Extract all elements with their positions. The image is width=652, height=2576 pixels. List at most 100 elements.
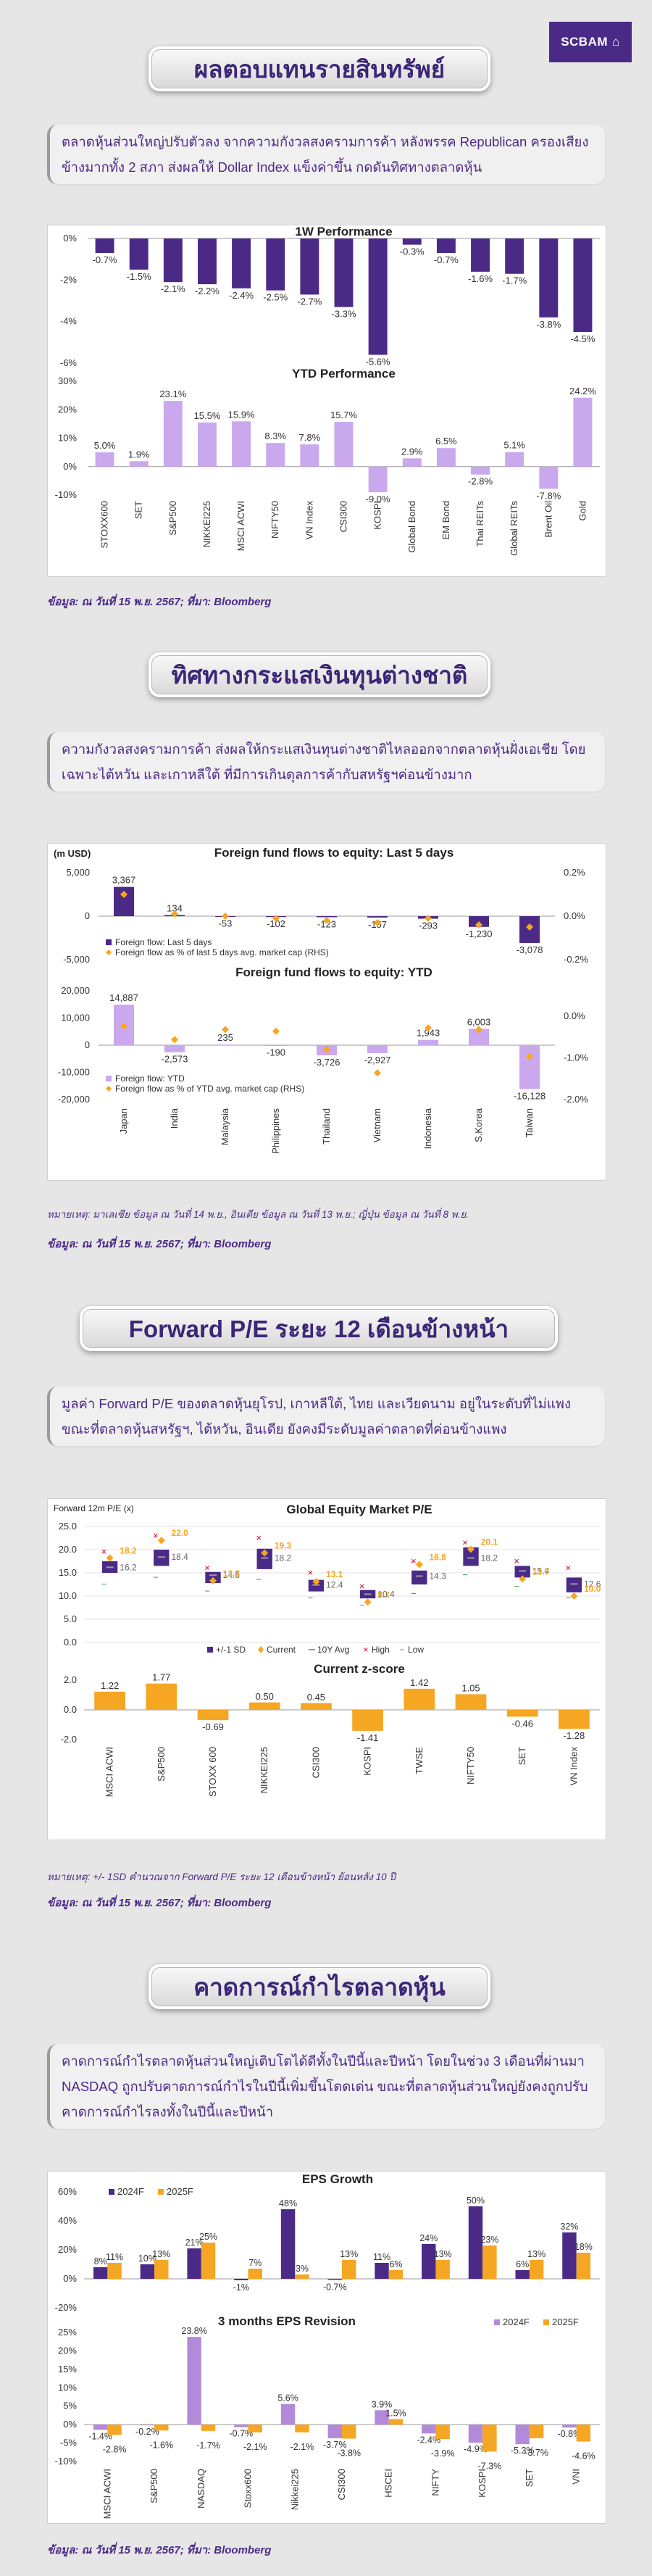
legend-swatch: × [363, 1645, 368, 1655]
data-label: -1.6% [468, 273, 493, 284]
bar-eps-2025F [107, 2263, 122, 2279]
bar-rev-2024F [280, 2403, 296, 2425]
data-label: 5.1% [503, 440, 525, 451]
bar-zscore [352, 1710, 383, 1731]
rhs-marker [425, 1024, 432, 1032]
data-label: 3% [296, 2264, 309, 2274]
data-label: -1.4% [88, 2431, 112, 2441]
data-label: 5.6% [277, 2393, 298, 2403]
category-label: Global Bond [406, 501, 417, 553]
data-label: 50% [467, 2195, 485, 2206]
rhs-axis-tick: 0.2% [564, 867, 585, 878]
y-axis-tick: 20% [58, 2345, 77, 2356]
category-label: S&P500 [149, 2469, 159, 2504]
chart-title: 1W Performance [295, 225, 392, 238]
category-label: SET [517, 1747, 527, 1765]
bar-5d [367, 916, 388, 918]
y-axis-tick: 0.0 [64, 1637, 77, 1648]
rhs-marker [475, 921, 482, 928]
bar-eps-2025F [482, 2245, 497, 2279]
y-axis-tick: 20.0 [59, 1544, 77, 1555]
bar-ytd [266, 443, 285, 467]
current-label: 19.3 [275, 1540, 292, 1550]
bar-eps-2024F [234, 2279, 248, 2280]
y-axis-tick: 5,000 [66, 867, 90, 878]
data-label: -2.4% [417, 2435, 440, 2445]
low-marker: − [153, 1571, 159, 1582]
bar-eps-2025F [154, 2260, 169, 2279]
y-axis-tick: 5.0 [64, 1613, 77, 1624]
data-label: 7% [248, 2258, 262, 2268]
bar-rev-2024F [93, 2425, 108, 2430]
current-label: 10.0 [584, 1584, 601, 1594]
data-label: -1% [233, 2282, 249, 2293]
chart-title: Foreign fund flows to equity: YTD [235, 965, 432, 979]
bar-zscore [301, 1703, 332, 1710]
avg-label: 15.4 [532, 1566, 550, 1576]
data-label: 18% [574, 2242, 593, 2252]
legend-label: 2025F [167, 2186, 193, 2197]
data-label: 0.50 [256, 1691, 274, 1702]
y-axis-tick: 15.0 [59, 1567, 77, 1578]
bar-ytd [95, 452, 114, 467]
rhs-marker [120, 1022, 128, 1030]
bar-zscore [404, 1688, 435, 1710]
category-label: VN Index [568, 1747, 579, 1786]
high-marker: × [308, 1567, 314, 1578]
data-label: -0.7% [434, 254, 459, 265]
source-pe: ข้อมูล: ณ วันที่ 15 พ.ย. 2567; ที่มา: Bl… [47, 1897, 272, 1909]
legend-swatch [543, 2319, 549, 2325]
bar-rev-2024F [562, 2425, 577, 2428]
current-label: 20.1 [481, 1537, 498, 1547]
data-label: -3,078 [517, 944, 543, 955]
low-marker: − [462, 1569, 468, 1580]
data-label: -0.3% [400, 246, 425, 257]
avg-label: 10.4 [377, 1589, 395, 1599]
current-marker [570, 1592, 578, 1600]
section-note-flows: ความกังวลสงครามการค้า ส่งผลให้กระแสเงินท… [47, 732, 605, 792]
high-marker: × [359, 1581, 365, 1592]
bar-rev-2025F [248, 2425, 262, 2432]
bar-eps-2025F [201, 2243, 216, 2279]
bar-rev-2024F [375, 2410, 389, 2425]
data-label: 1.42 [410, 1677, 428, 1688]
current-label: 8.7 [377, 1590, 390, 1600]
data-label: -1.5% [127, 271, 151, 282]
data-label: 10% [138, 2253, 156, 2264]
current-label: 18.2 [120, 1546, 137, 1556]
bar-1w [436, 238, 456, 254]
data-label: 5.0% [94, 440, 116, 451]
brand-name: SCBAM [561, 35, 609, 49]
legend-swatch [494, 2319, 500, 2325]
y-axis-tick: -5,000 [63, 954, 90, 965]
data-label: -0.8% [558, 2429, 582, 2439]
section-note-eps: คาดการณ์กำไรตลาดหุ้นส่วนใหญ่เติบโตได้ดีท… [47, 2044, 605, 2129]
section-title-eps: คาดการณ์กำไรตลาดหุ้น [149, 1964, 490, 2009]
y-axis-tick: -10,000 [58, 1067, 90, 1078]
category-label: MSCI ACWI [235, 501, 246, 551]
data-label: -2.7% [297, 296, 322, 307]
low-marker: − [204, 1586, 210, 1597]
data-label: -0.7% [323, 2282, 347, 2292]
category-label: Brent Oil [543, 501, 553, 538]
rhs-marker [323, 1046, 330, 1053]
data-label: -2.1% [161, 283, 185, 294]
low-marker: − [359, 1600, 365, 1611]
chart-title: Foreign fund flows to equity: Last 5 day… [214, 846, 454, 860]
data-label: -0.7% [230, 2429, 254, 2439]
avg-label: 14.5 [223, 1570, 241, 1580]
data-label: 134 [167, 902, 183, 913]
legend-swatch [106, 1086, 112, 1092]
category-label: TWSE [414, 1747, 425, 1774]
data-label: -7.3% [478, 2461, 502, 2471]
category-label: MSCI ACWI [104, 1747, 115, 1797]
data-label: 6% [516, 2259, 529, 2269]
y-axis-tick: -2.0 [61, 1734, 77, 1745]
bar-1w [573, 238, 593, 332]
rhs-axis-tick: -2.0% [564, 1094, 588, 1105]
data-label: -0.7% [93, 254, 117, 265]
rhs-axis-tick: -0.2% [564, 954, 588, 965]
data-label: 8.3% [264, 431, 286, 441]
data-label: -102 [267, 918, 285, 929]
current-label: 13.3 [223, 1569, 241, 1579]
